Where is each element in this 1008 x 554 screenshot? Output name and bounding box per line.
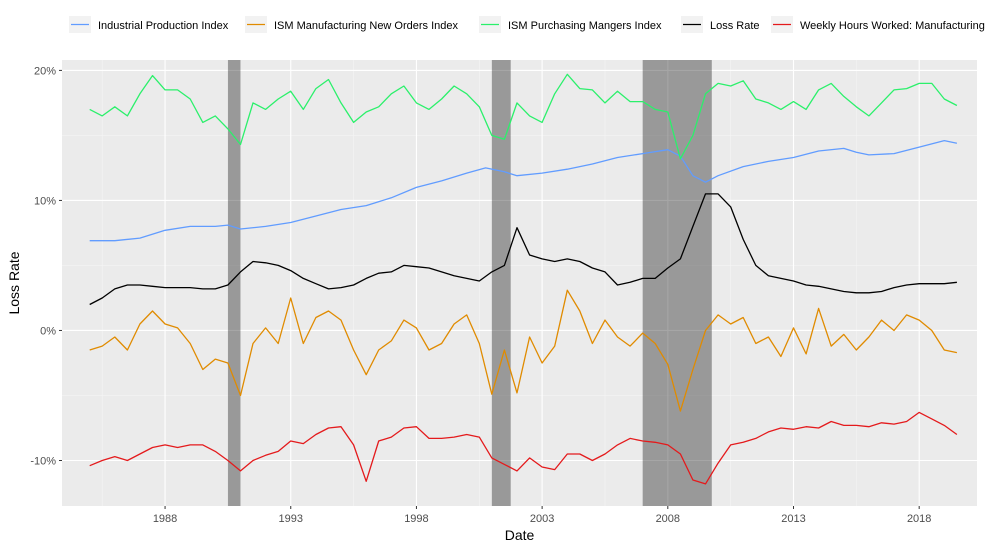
major-gridlines bbox=[62, 60, 977, 506]
x-tick-label: 2018 bbox=[907, 513, 931, 525]
y-tick-label: 20% bbox=[34, 65, 56, 77]
x-tick-label: 2013 bbox=[781, 513, 805, 525]
series-lines bbox=[89, 73, 958, 485]
recession-band bbox=[491, 60, 511, 506]
legend-label: ISM Manufacturing New Orders Index bbox=[274, 20, 459, 32]
x-tick-label: 2008 bbox=[656, 513, 680, 525]
x-axis-ticks: 1988 1993 1998 2003 2008 2013 2018 bbox=[153, 506, 931, 525]
y-tick-label: -10% bbox=[30, 455, 56, 467]
plot-panel bbox=[62, 60, 977, 506]
legend-label: Loss Rate bbox=[710, 20, 760, 32]
legend-label: Weekly Hours Worked: Manufacturing bbox=[800, 20, 985, 32]
legend-label: Industrial Production Index bbox=[98, 20, 229, 32]
series-line bbox=[89, 73, 958, 160]
series-line bbox=[89, 411, 958, 485]
legend-label: ISM Purchasing Mangers Index bbox=[508, 20, 662, 32]
recession-band bbox=[642, 60, 712, 506]
x-tick-label: 1998 bbox=[404, 513, 428, 525]
y-tick-label: 10% bbox=[34, 195, 56, 207]
y-tick-label: 0% bbox=[40, 325, 56, 337]
minor-gridlines bbox=[62, 60, 977, 506]
x-axis-label: Date bbox=[505, 527, 535, 543]
series-line bbox=[89, 193, 957, 306]
y-axis-label: Loss Rate bbox=[6, 251, 22, 314]
x-tick-label: 1988 bbox=[153, 513, 177, 525]
x-tick-label: 1993 bbox=[279, 513, 303, 525]
series-line bbox=[89, 289, 958, 412]
recession-bands bbox=[227, 60, 712, 506]
recession-band bbox=[227, 60, 241, 506]
legend: Industrial Production Index ISM Manufactu… bbox=[69, 16, 985, 33]
x-tick-label: 2003 bbox=[530, 513, 554, 525]
y-axis-ticks: -10% 0% 10% 20% bbox=[30, 65, 62, 467]
series-line bbox=[89, 139, 958, 242]
